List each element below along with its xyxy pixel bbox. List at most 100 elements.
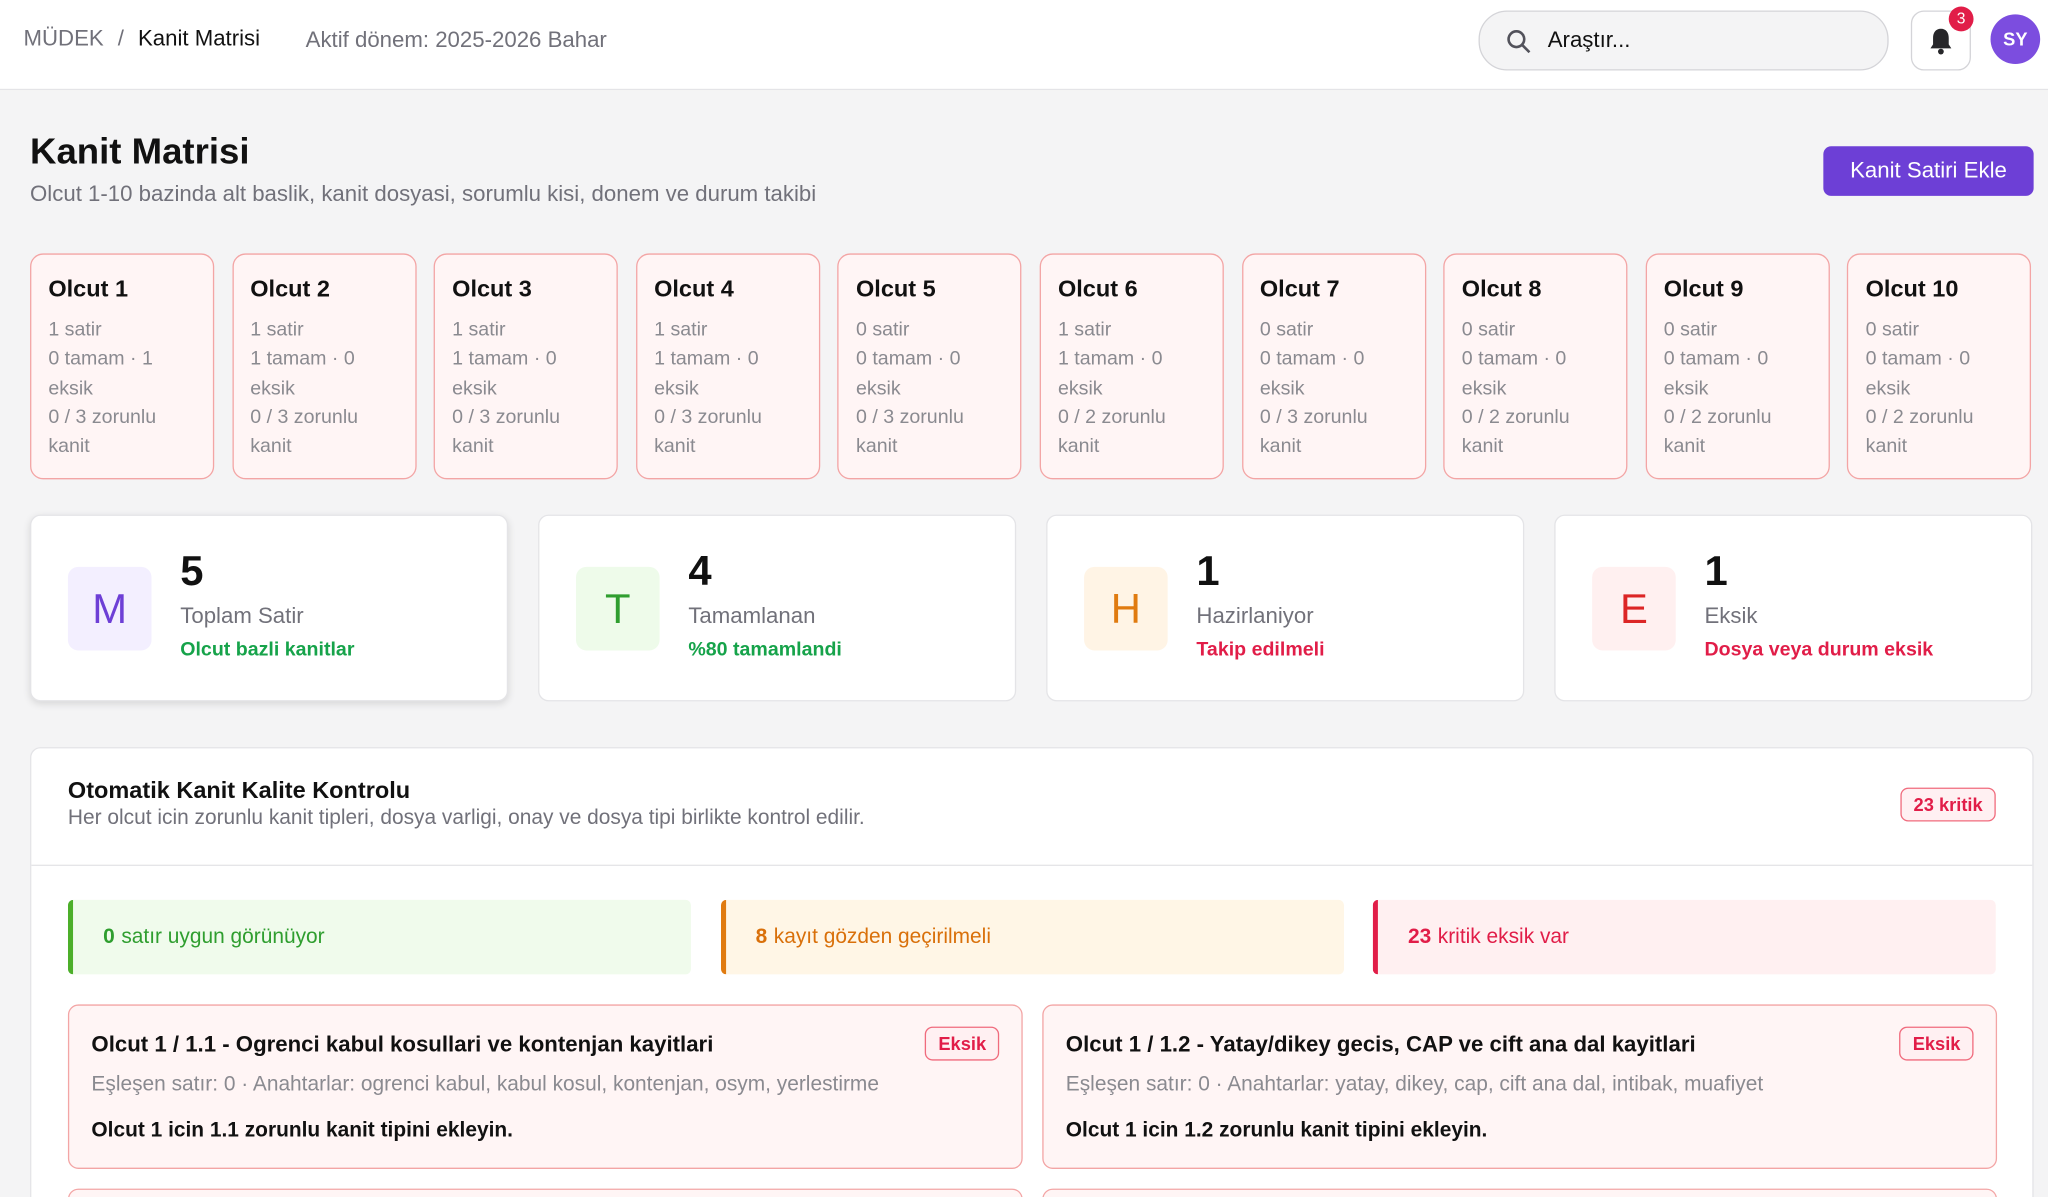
criterion-card[interactable]: Olcut 6 1 satir 1 tamam · 0 eksik 0 / 2 zor… [1039,253,1224,480]
search-placeholder: Araştır... [1547,27,1631,53]
summary-count: 23 [1407,926,1432,949]
quality-title: Otomatik Kanit Kalite Kontrolu [67,777,411,804]
criterion-required: 0 / 2 zorunlu kanit [1865,406,1974,458]
search-icon [1507,30,1531,54]
criterion-required: 0 / 3 zorunlu kanit [250,406,359,458]
criterion-required: 0 / 3 zorunlu kanit [452,406,560,458]
quality-panel: Otomatik Kanit Kalite Kontrolu Her olcut… [30,747,2034,1197]
criterion-status: 0 tamam · 0 eksik [856,347,961,400]
add-row-button[interactable]: Kanit Satiri Ekle [1823,146,2034,196]
page-subtitle: Olcut 1-10 bazinda alt baslik, kanit dos… [30,181,817,207]
breadcrumb-separator: / [117,26,124,51]
stat-card: M 5 Toplam Satir Olcut bazli kanitlar [30,514,509,702]
issue-card: Olcut 1 / 1.1 - Ogrenci kabul kosullari … [67,1004,1023,1169]
criterion-status: 0 tamam · 0 eksik [1865,347,1971,400]
summary-text: kritik eksik var [1437,926,1569,949]
criterion-card[interactable]: Olcut 9 0 satir 0 tamam · 0 eksik 0 / 2 zor… [1645,253,1830,480]
stat-icon: E [1592,566,1676,651]
criterion-status: 1 tamam · 0 eksik [1057,347,1163,400]
quality-subtitle: Her olcut icin zorunlu kanit tipleri, do… [67,807,865,830]
top-bar: MÜDEK / Kanit Matrisi Aktif dönem: 2025-… [0,0,2048,91]
criterion-name: Olcut 4 [654,275,734,302]
criterion-required: 0 / 3 zorunlu kanit [654,406,762,458]
stat-note: Olcut bazli kanitlar [180,638,355,661]
stat-label: Eksik [1704,603,1758,629]
stat-card: T 4 Tamamlanan %80 tamamlandi [538,514,1017,702]
breadcrumb-root[interactable]: MÜDEK [23,26,104,51]
breadcrumb-current: Kanit Matrisi [137,26,261,51]
criterion-name: Olcut 5 [856,275,936,302]
criterion-required: 0 / 3 zorunlu kanit [1259,406,1368,458]
criterion-status: 0 tamam · 1 eksik [48,347,153,400]
divider [31,864,2033,866]
stat-value: 4 [688,547,712,595]
criterion-rows: 0 satir [1259,318,1314,341]
stat-icon: M [67,566,152,651]
criterion-card[interactable]: Olcut 4 1 satir 1 tamam · 0 eksik 0 / 3 zor… [635,253,820,480]
criterion-card[interactable]: Olcut 5 0 satir 0 tamam · 0 eksik 0 / 3 zor… [837,253,1022,480]
issue-badge: Eksik [1899,1026,1974,1061]
search-box[interactable]: Araştır... [1478,10,1889,71]
criterion-card[interactable]: Olcut 2 1 satir 1 tamam · 0 eksik 0 / 3 zor… [231,253,417,480]
stat-card: H 1 Hazirlaniyor Takip edilmeli [1046,514,1525,702]
criterion-name: Olcut 10 [1865,275,1959,302]
criterion-status: 0 tamam · 0 eksik [1461,347,1567,400]
criterion-status: 1 tamam · 0 eksik [452,347,557,400]
criterion-name: Olcut 8 [1461,275,1542,302]
criterion-rows: 0 satir [1865,318,1920,341]
criterion-card[interactable]: Olcut 7 0 satir 0 tamam · 0 eksik 0 / 3 zor… [1241,253,1426,480]
stat-value: 1 [1196,547,1220,595]
issue-card [67,1188,1023,1197]
criterion-status: 1 tamam · 0 eksik [654,347,759,400]
stat-card: E 1 Eksik Dosya veya durum eksik [1554,514,2033,702]
bell-icon [1930,28,1952,55]
summary-text: satır uygun görünüyor [121,926,325,949]
criterion-name: Olcut 9 [1663,275,1744,302]
criterion-rows: 0 satir [856,318,910,341]
summary-strip: 23 kritik eksik var [1372,899,1996,975]
issue-title: Olcut 1 / 1.2 - Yatay/dikey gecis, CAP v… [1065,1031,1696,1057]
criterion-name: Olcut 6 [1057,275,1138,302]
stat-value: 1 [1704,547,1728,595]
active-term: Aktif dönem: 2025-2026 Bahar [305,27,607,53]
criterion-rows: 1 satir [250,318,304,341]
stat-label: Hazirlaniyor [1196,603,1314,629]
criterion-rows: 1 satir [452,318,506,341]
summary-count: 8 [755,926,768,949]
criterion-rows: 0 satir [1461,318,1516,341]
criterion-required: 0 / 3 zorunlu kanit [48,406,157,458]
criterion-card[interactable]: Olcut 10 0 satir 0 tamam · 0 eksik 0 / 2 zo… [1847,253,2032,480]
notification-count: 3 [1948,6,1974,32]
criterion-status: 0 tamam · 0 eksik [1663,347,1769,400]
criterion-name: Olcut 1 [48,275,129,302]
summary-strip: 8 kayıt gözden geçirilmeli [720,899,1344,975]
page-title: Kanit Matrisi [30,130,250,172]
stat-label: Tamamlanan [688,603,816,629]
criterion-required: 0 / 2 zorunlu kanit [1663,406,1772,458]
stat-note: Dosya veya durum eksik [1704,638,1934,661]
criterion-required: 0 / 2 zorunlu kanit [1461,406,1570,458]
stat-icon: H [1084,566,1168,651]
stat-value: 5 [180,547,204,595]
stat-label: Toplam Satir [180,603,304,629]
criterion-required: 0 / 3 zorunlu kanit [856,406,964,458]
criterion-status: 0 tamam · 0 eksik [1259,347,1365,400]
criterion-card[interactable]: Olcut 1 1 satir 0 tamam · 1 eksik 0 / 3 zor… [30,253,215,480]
critical-badge: 23 kritik [1900,787,1996,822]
summary-text: kayıt gözden geçirilmeli [773,926,991,949]
criterion-card[interactable]: Olcut 3 1 satir 1 tamam · 0 eksik 0 / 3 zor… [433,253,619,480]
criterion-name: Olcut 2 [250,275,330,302]
user-avatar[interactable]: SY [1990,14,2041,64]
criterion-name: Olcut 3 [452,275,532,302]
stat-icon: T [575,566,660,651]
stat-note: %80 tamamlandi [688,638,842,661]
summary-count: 0 [103,926,115,949]
issue-meta: Eşleşen satır: 0 · Anahtarlar: yatay, di… [1065,1073,1764,1096]
criterion-rows: 0 satir [1663,318,1718,341]
issue-card: Olcut 1 / 1.2 - Yatay/dikey gecis, CAP v… [1042,1004,1998,1169]
issue-action: Olcut 1 icin 1.2 zorunlu kanit tipini ek… [1065,1119,1488,1142]
criterion-card[interactable]: Olcut 8 0 satir 0 tamam · 0 eksik 0 / 2 zor… [1443,253,1628,480]
issue-card [1042,1188,1998,1197]
